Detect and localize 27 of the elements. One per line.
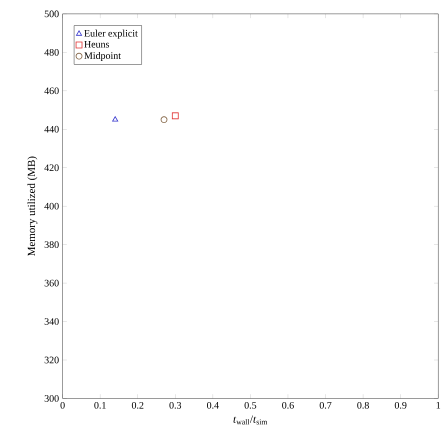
y-tick-label: 440 bbox=[44, 126, 59, 133]
legend-label: Euler explicit bbox=[84, 29, 138, 39]
x-tick-label: 0.8 bbox=[357, 402, 369, 409]
legend-label: Midpoint bbox=[84, 52, 121, 61]
y-tick-label: 320 bbox=[44, 356, 59, 364]
y-tick-label: 420 bbox=[44, 164, 59, 171]
x-tick-label: 0.5 bbox=[244, 402, 256, 409]
x-tick-label: 0.9 bbox=[394, 402, 406, 409]
y-tick-label: 460 bbox=[44, 87, 59, 94]
y-tick-label: 340 bbox=[44, 318, 59, 325]
y-tick-label: 300 bbox=[44, 395, 59, 402]
y-tick-label: 360 bbox=[44, 280, 59, 286]
y-tick-label: 480 bbox=[44, 48, 59, 56]
x-tick-label: 0.6 bbox=[282, 402, 294, 409]
x-tick-label: 0.2 bbox=[132, 402, 144, 409]
x-tick-label: 0 bbox=[60, 402, 65, 409]
legend-label: Heuns bbox=[84, 40, 110, 48]
x-tick-label: 0.4 bbox=[207, 402, 219, 409]
y-tick-label: 380 bbox=[44, 241, 59, 248]
y-tick-label: 400 bbox=[44, 202, 59, 210]
x-tick-label: 0.7 bbox=[320, 402, 332, 409]
x-tick-label: 0.1 bbox=[94, 402, 106, 409]
y-tick-label: 500 bbox=[44, 10, 59, 18]
x-tick-label: 1 bbox=[436, 402, 440, 408]
x-axis-title: t$_{wall}$/t$_{sim}$ bbox=[234, 415, 268, 424]
y-axis-title: Memory utilized (MB) bbox=[27, 156, 38, 256]
x-tick-label: 0.3 bbox=[169, 402, 182, 409]
